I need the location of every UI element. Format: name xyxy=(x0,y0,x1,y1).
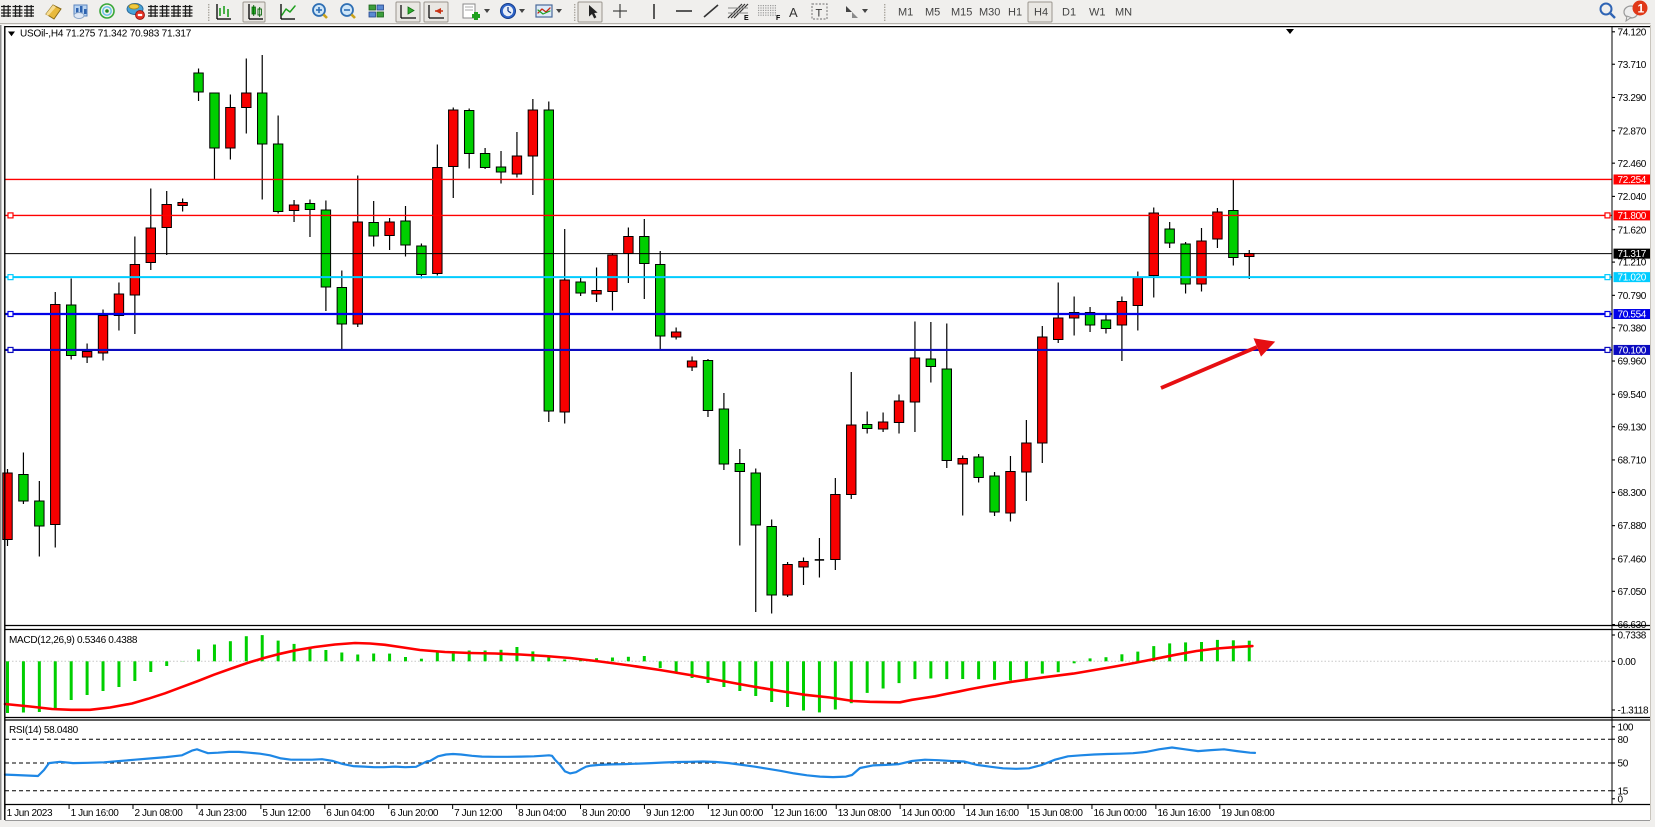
svg-text:12 Jun 00:00: 12 Jun 00:00 xyxy=(710,808,764,819)
svg-text:A: A xyxy=(789,5,798,20)
svg-text:72.870: 72.870 xyxy=(1618,126,1647,137)
svg-text:16 Jun 16:00: 16 Jun 16:00 xyxy=(1157,808,1211,819)
svg-text:8 Jun 20:00: 8 Jun 20:00 xyxy=(582,808,631,819)
svg-text:USOil-,H4 71.275 71.342 70.98: USOil-,H4 71.275 71.342 70.983 71.317 xyxy=(20,29,192,40)
svg-text:69.130: 69.130 xyxy=(1618,422,1647,433)
svg-text:71.620: 71.620 xyxy=(1618,225,1647,236)
svg-text:M1: M1 xyxy=(898,7,913,19)
svg-text:F: F xyxy=(776,15,781,22)
svg-text:2 Jun 08:00: 2 Jun 08:00 xyxy=(135,808,184,819)
svg-text:72.460: 72.460 xyxy=(1618,159,1647,170)
svg-text:73.290: 73.290 xyxy=(1618,93,1647,104)
svg-text:1 Jun 2023: 1 Jun 2023 xyxy=(7,808,53,819)
svg-text:67.460: 67.460 xyxy=(1618,554,1647,565)
svg-text:67.050: 67.050 xyxy=(1618,587,1647,598)
svg-text:67.880: 67.880 xyxy=(1618,521,1647,532)
svg-text:7 Jun 12:00: 7 Jun 12:00 xyxy=(454,808,503,819)
svg-text:H4: H4 xyxy=(1034,7,1048,19)
svg-text:15: 15 xyxy=(1618,786,1629,797)
svg-text:M15: M15 xyxy=(951,7,972,19)
svg-text:70.790: 70.790 xyxy=(1618,291,1647,302)
svg-text:70.554: 70.554 xyxy=(1618,310,1647,321)
svg-text:12 Jun 16:00: 12 Jun 16:00 xyxy=(774,808,828,819)
svg-text:0.7338: 0.7338 xyxy=(1618,631,1647,642)
svg-text:70.100: 70.100 xyxy=(1618,346,1647,357)
svg-text:13 Jun 08:00: 13 Jun 08:00 xyxy=(838,808,892,819)
svg-text:0: 0 xyxy=(1618,794,1624,805)
svg-text:MACD(12,26,9) 0.5346 0.4388: MACD(12,26,9) 0.5346 0.4388 xyxy=(9,635,138,646)
svg-text:5 Jun 12:00: 5 Jun 12:00 xyxy=(262,808,311,819)
svg-text:70.380: 70.380 xyxy=(1618,323,1647,334)
svg-text:6 Jun 20:00: 6 Jun 20:00 xyxy=(390,808,439,819)
svg-text:6 Jun 04:00: 6 Jun 04:00 xyxy=(326,808,375,819)
svg-text:H1: H1 xyxy=(1008,7,1022,19)
svg-text:69.540: 69.540 xyxy=(1618,390,1647,401)
svg-text:0.00: 0.00 xyxy=(1618,657,1637,668)
svg-text:80: 80 xyxy=(1618,735,1629,746)
svg-text:71.317: 71.317 xyxy=(1618,249,1647,260)
svg-text:14 Jun 16:00: 14 Jun 16:00 xyxy=(966,808,1020,819)
svg-text:D1: D1 xyxy=(1062,7,1076,19)
svg-text:MN: MN xyxy=(1115,7,1132,19)
svg-text:19 Jun 08:00: 19 Jun 08:00 xyxy=(1221,808,1275,819)
svg-text:71.800: 71.800 xyxy=(1618,211,1647,222)
svg-text:71.210: 71.210 xyxy=(1618,258,1647,269)
svg-text:T: T xyxy=(816,8,823,20)
svg-text:72.254: 72.254 xyxy=(1618,175,1647,186)
svg-text:M5: M5 xyxy=(925,7,940,19)
svg-text:W1: W1 xyxy=(1089,7,1106,19)
svg-text:4 Jun 23:00: 4 Jun 23:00 xyxy=(198,808,247,819)
svg-text:9 Jun 12:00: 9 Jun 12:00 xyxy=(646,808,695,819)
svg-text:16 Jun 00:00: 16 Jun 00:00 xyxy=(1093,808,1147,819)
svg-text:68.300: 68.300 xyxy=(1618,488,1647,499)
svg-text:14 Jun 00:00: 14 Jun 00:00 xyxy=(902,808,956,819)
svg-text:68.710: 68.710 xyxy=(1618,456,1647,467)
svg-text:100: 100 xyxy=(1618,722,1634,733)
svg-text:15 Jun 08:00: 15 Jun 08:00 xyxy=(1030,808,1084,819)
svg-text:69.960: 69.960 xyxy=(1618,357,1647,368)
svg-text:RSI(14) 58.0480: RSI(14) 58.0480 xyxy=(9,725,79,736)
svg-text:8 Jun 04:00: 8 Jun 04:00 xyxy=(518,808,567,819)
svg-text:1: 1 xyxy=(1638,2,1645,16)
svg-text:-1.3118: -1.3118 xyxy=(1618,706,1650,717)
svg-text:1 Jun 16:00: 1 Jun 16:00 xyxy=(71,808,120,819)
svg-text:E: E xyxy=(744,15,749,22)
svg-text:71.020: 71.020 xyxy=(1618,273,1647,284)
svg-text:M30: M30 xyxy=(979,7,1000,19)
svg-text:74.120: 74.120 xyxy=(1618,27,1647,38)
svg-text:50: 50 xyxy=(1618,759,1629,770)
svg-text:73.710: 73.710 xyxy=(1618,60,1647,71)
svg-text:72.040: 72.040 xyxy=(1618,192,1647,203)
